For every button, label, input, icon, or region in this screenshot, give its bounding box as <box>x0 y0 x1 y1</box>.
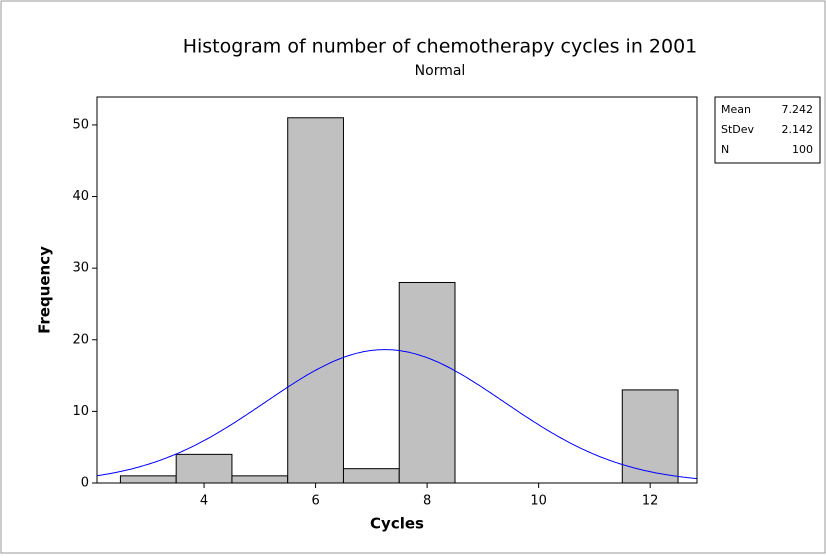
y-tick-label: 30 <box>72 261 89 276</box>
y-axis-label: Frequency <box>36 246 54 334</box>
y-tick-label: 10 <box>72 404 89 419</box>
bar <box>398 281 456 484</box>
stats-box <box>714 96 821 164</box>
y-tick-label: 40 <box>72 189 89 204</box>
plot-border <box>96 96 698 484</box>
stat-label: N <box>721 143 729 156</box>
stat-value: 7.242 <box>782 103 814 116</box>
y-tick-label: 0 <box>81 476 89 491</box>
stat-label: Mean <box>721 103 751 116</box>
bar <box>231 475 289 484</box>
stat-value: 100 <box>792 143 813 156</box>
normal-curve <box>96 349 698 480</box>
x-tick-label: 8 <box>423 494 431 509</box>
plot-area <box>97 97 697 483</box>
y-tick-label: 50 <box>72 117 89 132</box>
bar <box>287 117 344 484</box>
x-tick-label: 10 <box>530 494 547 509</box>
y-tick-label: 20 <box>72 332 89 347</box>
bar <box>621 389 679 484</box>
chart-title: Histogram of number of chemotherapy cycl… <box>183 36 698 58</box>
stat-label: StDev <box>721 123 755 136</box>
x-tick-label: 12 <box>642 494 659 509</box>
bar <box>119 475 177 484</box>
chart-subtitle: Normal <box>415 63 466 79</box>
x-tick-label: 6 <box>311 494 319 509</box>
stat-value: 2.142 <box>782 123 814 136</box>
x-tick-label: 4 <box>200 494 208 509</box>
x-axis-label: Cycles <box>370 515 424 533</box>
bar <box>342 468 400 484</box>
bar <box>175 453 233 484</box>
